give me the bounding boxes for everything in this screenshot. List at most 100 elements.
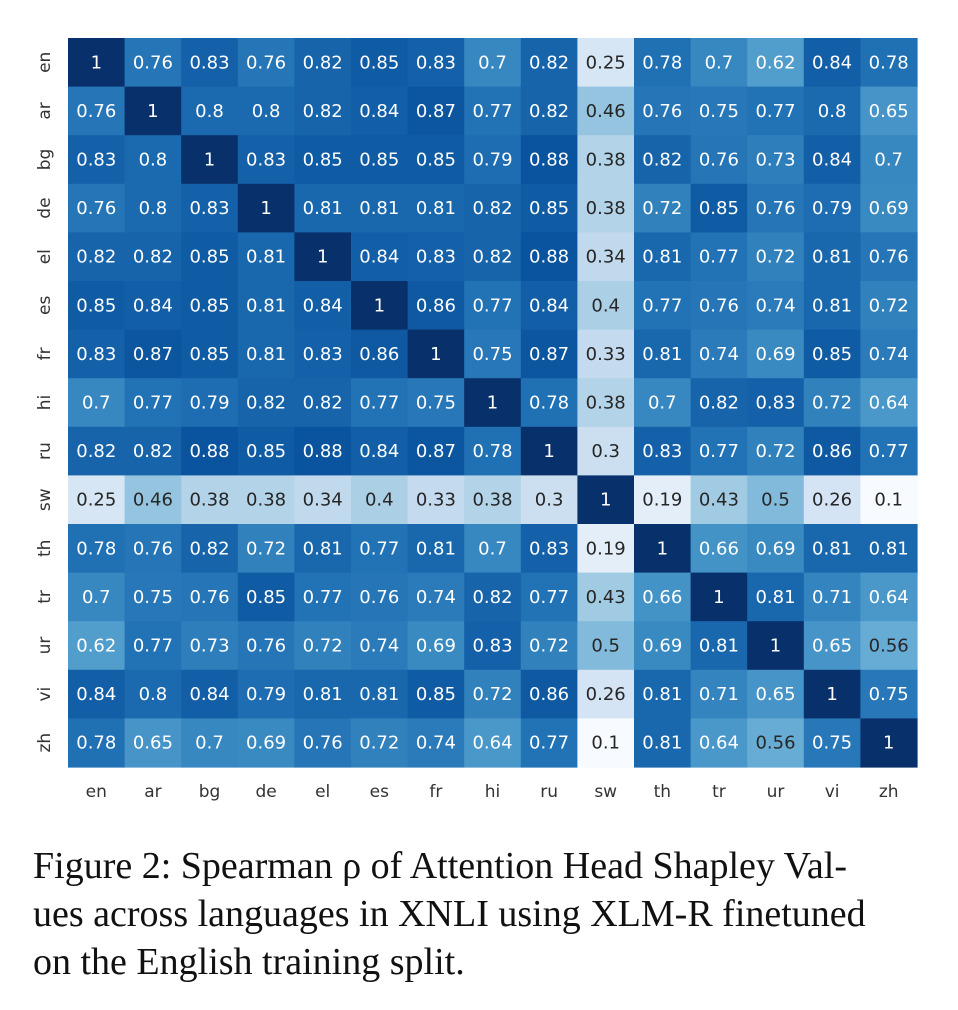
heatmap-cell — [690, 183, 748, 233]
cell-value-label: 0.88 — [529, 150, 569, 171]
cell-value-label: 0.65 — [133, 733, 173, 754]
cell-value-label: 0.76 — [699, 150, 739, 171]
heatmap-cell — [520, 281, 578, 331]
heatmap-cell — [634, 329, 692, 379]
heatmap-cell — [520, 86, 578, 136]
cell-value-label: 0.72 — [303, 636, 343, 657]
cell-value-label: 0.82 — [699, 393, 739, 414]
heatmap-cell — [520, 378, 578, 428]
cell-value-label: 0.76 — [76, 101, 116, 122]
heatmap-cell — [464, 135, 522, 185]
heatmap-cell — [803, 524, 861, 574]
heatmap-cell — [351, 135, 409, 185]
cell-value-label: 0.82 — [642, 150, 682, 171]
cell-value-label: 0.38 — [586, 150, 626, 171]
heatmap-cell — [860, 281, 918, 331]
heatmap-cell — [237, 86, 295, 136]
heatmap-cell — [124, 281, 182, 331]
cell-value-label: 0.73 — [189, 636, 229, 657]
heatmap-cell — [634, 183, 692, 233]
cell-value-label: 0.8 — [139, 150, 168, 171]
cell-value-label: 1 — [487, 393, 498, 414]
heatmap-cell — [181, 378, 239, 428]
heatmap-cell — [690, 135, 748, 185]
heatmap-cell — [124, 329, 182, 379]
x-tick-label: vi — [825, 782, 840, 802]
x-tick-label: en — [86, 782, 107, 802]
heatmap-cell — [634, 669, 692, 719]
heatmap-cell — [407, 426, 465, 476]
cell-value-label: 0.33 — [586, 344, 626, 365]
cell-value-label: 0.69 — [246, 733, 286, 754]
cell-value-label: 0.81 — [642, 247, 682, 268]
cell-value-label: 0.77 — [359, 393, 399, 414]
cell-value-label: 0.64 — [869, 393, 909, 414]
heatmap-cell — [181, 135, 239, 185]
heatmap-cell — [68, 329, 126, 379]
cell-value-label: 0.65 — [755, 684, 795, 705]
heatmap-cell — [237, 183, 295, 233]
cell-value-label: 0.8 — [195, 101, 224, 122]
cell-value-label: 0.25 — [586, 52, 626, 73]
heatmap-cell — [407, 183, 465, 233]
cell-value-label: 0.72 — [642, 198, 682, 219]
heatmap-cell — [860, 621, 918, 671]
cell-value-label: 0.84 — [812, 52, 852, 73]
heatmap-cell — [124, 718, 182, 768]
cell-value-label: 0.72 — [246, 538, 286, 559]
cell-value-label: 0.76 — [133, 52, 173, 73]
cell-value-label: 0.82 — [472, 198, 512, 219]
heatmap-cell — [690, 524, 748, 574]
heatmap-cell — [690, 329, 748, 379]
cell-value-label: 0.19 — [642, 490, 682, 511]
cell-value-label: 0.83 — [303, 344, 343, 365]
cell-value-label: 0.56 — [755, 733, 795, 754]
cell-value-label: 0.72 — [869, 295, 909, 316]
heatmap-cell — [577, 135, 635, 185]
y-tick-label: ar — [35, 102, 55, 119]
heatmap-cell — [520, 38, 578, 88]
heatmap-cell — [294, 38, 352, 88]
cell-value-label: 0.81 — [699, 636, 739, 657]
y-tick-label: en — [35, 52, 55, 73]
heatmap-cell — [237, 232, 295, 282]
heatmap-cell — [237, 329, 295, 379]
cell-value-label: 0.86 — [529, 684, 569, 705]
heatmap-cell — [407, 281, 465, 331]
heatmap-cell — [577, 621, 635, 671]
x-tick-label: ru — [540, 782, 558, 802]
y-tick-label: vi — [35, 687, 55, 702]
heatmap-cell — [520, 232, 578, 282]
cell-value-label: 0.62 — [76, 636, 116, 657]
y-tick-label: ur — [35, 637, 55, 655]
heatmap-cell — [690, 232, 748, 282]
cell-value-label: 0.83 — [755, 393, 795, 414]
cell-value-label: 0.1 — [874, 490, 903, 511]
cell-value-label: 0.77 — [133, 393, 173, 414]
cell-value-label: 0.66 — [699, 538, 739, 559]
heatmap-cell — [634, 135, 692, 185]
heatmap-cell — [464, 86, 522, 136]
cell-value-label: 1 — [543, 441, 554, 462]
heatmap-cell — [181, 426, 239, 476]
cell-value-label: 0.3 — [591, 441, 620, 462]
cell-value-label: 0.76 — [699, 295, 739, 316]
heatmap-cell — [294, 281, 352, 331]
cell-value-label: 0.84 — [303, 295, 343, 316]
heatmap-cell — [68, 669, 126, 719]
heatmap-cell — [237, 378, 295, 428]
cell-value-label: 0.81 — [812, 295, 852, 316]
heatmap-cell — [860, 718, 918, 768]
heatmap-cell — [860, 524, 918, 574]
cell-value-label: 0.81 — [303, 684, 343, 705]
cell-value-label: 0.82 — [472, 587, 512, 608]
heatmap-cell — [181, 621, 239, 671]
cell-value-label: 0.87 — [133, 344, 173, 365]
heatmap-cell — [407, 475, 465, 525]
cell-value-label: 0.82 — [472, 247, 512, 268]
cell-value-label: 0.84 — [359, 441, 399, 462]
cell-value-label: 0.81 — [642, 684, 682, 705]
heatmap-cell — [351, 378, 409, 428]
cell-value-label: 0.77 — [359, 538, 399, 559]
cell-value-label: 0.72 — [359, 733, 399, 754]
